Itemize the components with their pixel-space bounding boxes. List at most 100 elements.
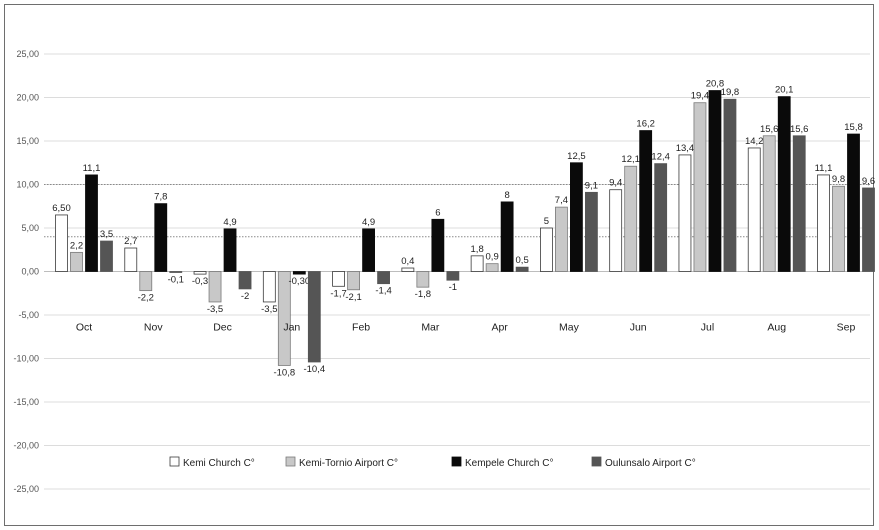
bar xyxy=(169,271,183,273)
data-label: 0,9 xyxy=(486,252,499,263)
x-category-label: May xyxy=(559,322,580,334)
data-label: 4,9 xyxy=(362,217,375,228)
data-label: -0,1 xyxy=(168,274,184,285)
x-category-label: Aug xyxy=(767,322,786,334)
bar xyxy=(585,191,598,272)
legend-label: Kemi Church C° xyxy=(183,458,255,469)
data-label: -2,2 xyxy=(138,293,154,304)
data-label: 15,8 xyxy=(844,122,863,133)
x-category-label: Nov xyxy=(144,322,163,334)
bar xyxy=(555,206,568,272)
bar xyxy=(847,133,860,272)
bar xyxy=(515,266,529,272)
legend-swatch xyxy=(451,456,462,467)
bar xyxy=(500,201,514,272)
x-category-label: Jan xyxy=(283,322,300,334)
data-label: 12,4 xyxy=(651,152,670,163)
x-category-label: Feb xyxy=(352,322,370,334)
x-category-label: Sep xyxy=(837,322,856,334)
bar xyxy=(431,218,445,272)
legend-swatch xyxy=(169,456,180,467)
data-label: -0,3 xyxy=(192,276,208,287)
data-label: 15,6 xyxy=(760,124,779,135)
bar xyxy=(70,251,83,272)
x-category-label: Dec xyxy=(213,322,232,334)
bar xyxy=(723,98,737,272)
bar xyxy=(654,163,668,272)
bar xyxy=(154,203,168,272)
bar xyxy=(277,271,291,366)
bar xyxy=(223,228,237,272)
data-label: 20,8 xyxy=(706,79,725,90)
bar xyxy=(377,271,390,285)
bar xyxy=(100,240,113,272)
y-tick-label: 5,00 xyxy=(21,223,39,233)
y-tick-label: 10,00 xyxy=(16,180,39,190)
bar xyxy=(570,162,583,272)
data-label: 19,4 xyxy=(691,91,710,102)
legend-swatch xyxy=(591,456,602,467)
y-tick-label: -20,00 xyxy=(13,441,39,451)
y-tick-label: -15,00 xyxy=(13,397,39,407)
data-label: -1,8 xyxy=(415,289,431,300)
bar xyxy=(762,135,776,272)
bar xyxy=(470,255,484,272)
x-category-label: Mar xyxy=(421,322,440,334)
bar xyxy=(55,214,68,272)
bar xyxy=(609,189,623,272)
x-category-label: Apr xyxy=(491,322,508,334)
data-label: -10,8 xyxy=(273,367,295,378)
data-label: 9,1 xyxy=(585,180,598,191)
bar xyxy=(485,263,499,272)
data-label: 1,8 xyxy=(471,244,484,255)
data-label: 19,8 xyxy=(721,87,740,98)
y-tick-label: 20,00 xyxy=(16,93,39,103)
legend-swatch xyxy=(285,456,296,467)
data-label: 15,6 xyxy=(790,124,809,135)
bar xyxy=(747,147,761,272)
x-category-label: Jul xyxy=(701,322,714,334)
data-label: 5 xyxy=(544,216,549,227)
y-tick-label: 0,00 xyxy=(21,267,39,277)
bar xyxy=(208,271,222,303)
data-label: 8 xyxy=(504,190,509,201)
data-label: 14,2 xyxy=(745,136,764,147)
data-label: 12,5 xyxy=(567,151,586,162)
data-label: 20,1 xyxy=(775,85,794,96)
data-label: 12,1 xyxy=(621,154,640,165)
data-label: 9,4 xyxy=(609,178,622,189)
bar xyxy=(678,154,692,272)
y-tick-label: 25,00 xyxy=(16,49,39,59)
data-label: 11,1 xyxy=(83,163,101,174)
legend-label: Kempele Church C° xyxy=(465,458,553,469)
bar xyxy=(416,271,430,288)
bar xyxy=(238,271,252,290)
bar xyxy=(446,271,460,281)
bar xyxy=(85,174,98,272)
data-label: -1,7 xyxy=(330,288,346,299)
bar xyxy=(540,227,553,272)
data-label: 3,5 xyxy=(100,229,113,240)
data-label: 2,2 xyxy=(70,240,83,251)
bar xyxy=(817,174,830,272)
bar xyxy=(708,90,722,272)
bar xyxy=(639,130,653,272)
data-label: -2,1 xyxy=(345,292,361,303)
bar xyxy=(792,135,806,272)
bar xyxy=(292,271,306,275)
data-label: -3,5 xyxy=(207,304,223,315)
data-label: 7,4 xyxy=(555,195,568,206)
bar xyxy=(832,185,845,272)
data-label: -3,5 xyxy=(261,304,277,315)
data-label: -10,4 xyxy=(303,364,325,375)
bar xyxy=(624,165,638,272)
data-label: -1,4 xyxy=(375,286,391,297)
y-tick-label: -25,00 xyxy=(13,484,39,494)
data-label: 13,4 xyxy=(676,143,695,154)
bar xyxy=(139,271,153,292)
x-category-label: Jun xyxy=(630,322,647,334)
bar xyxy=(124,247,138,272)
data-label: 16,2 xyxy=(636,119,655,130)
bar xyxy=(262,271,276,303)
